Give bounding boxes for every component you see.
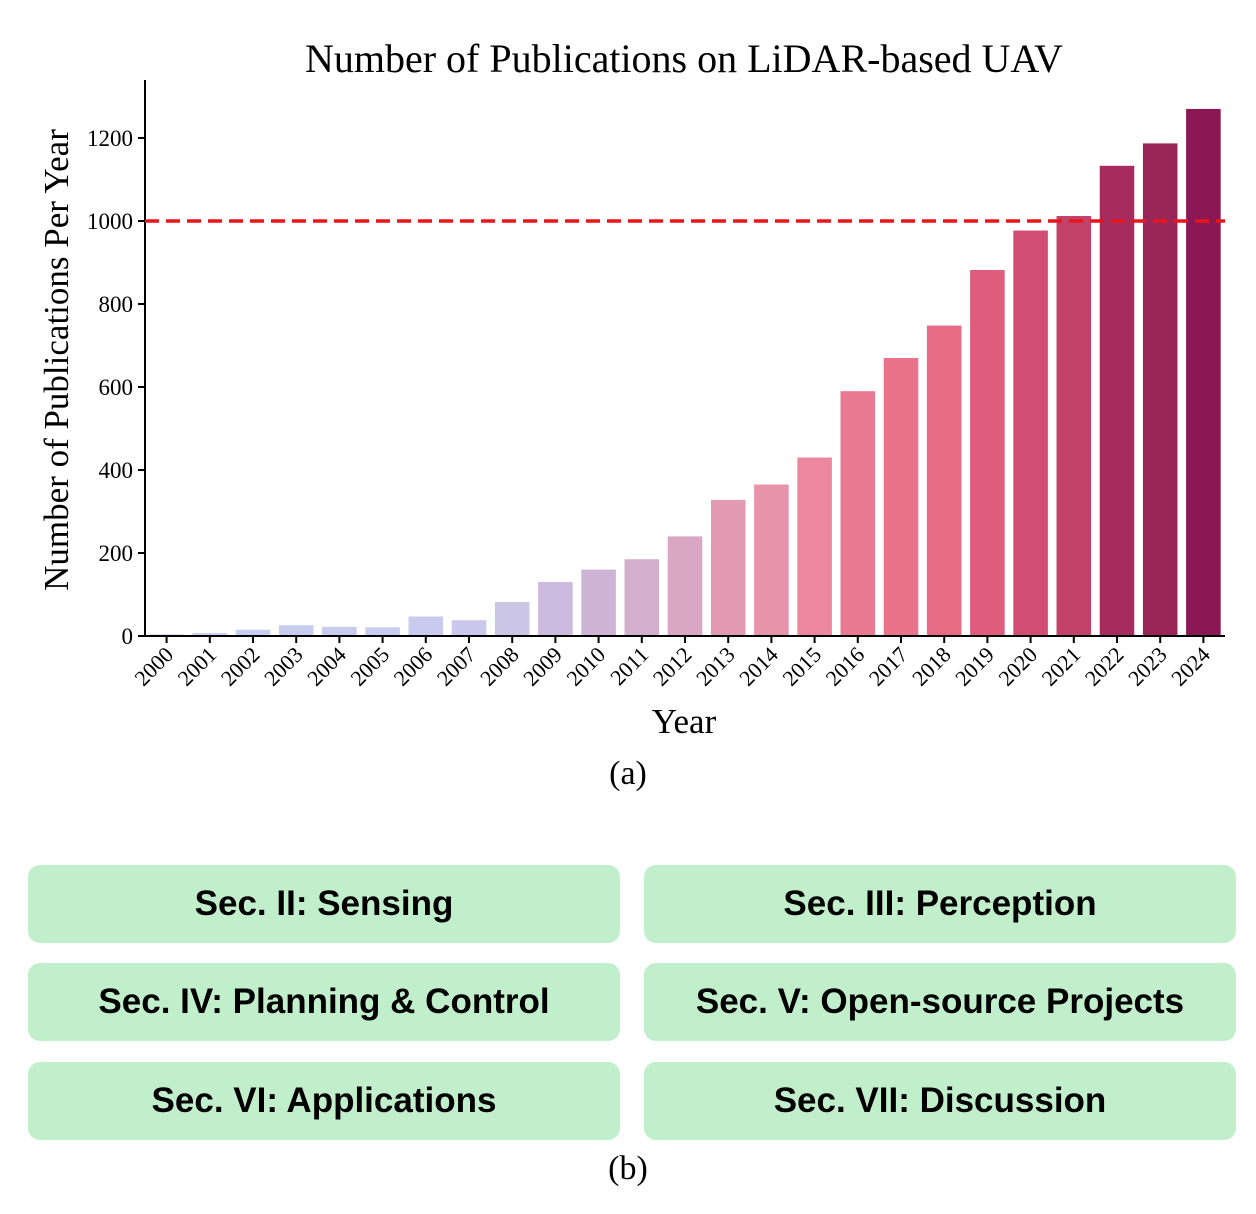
section-box-open-source-projects: Sec. V: Open-source Projects — [644, 963, 1236, 1041]
bar-2001 — [192, 633, 228, 636]
y-tick-label: 1000 — [87, 209, 133, 234]
x-tick-label: 2024 — [1166, 642, 1215, 691]
x-tick-label: 2000 — [129, 642, 178, 691]
bar-2009 — [538, 582, 573, 636]
section-box-perception: Sec. III: Perception — [644, 865, 1236, 943]
caption-b: (b) — [608, 1150, 648, 1187]
x-tick-label: 2003 — [259, 642, 308, 691]
x-tick-label: 2018 — [907, 642, 956, 691]
bar-2003 — [278, 625, 314, 636]
bar-2007 — [451, 620, 487, 636]
bar-2008 — [494, 601, 530, 636]
caption-a: (a) — [609, 755, 647, 792]
bar-2015 — [797, 457, 832, 636]
x-tick-label: 2015 — [777, 642, 826, 691]
y-ticks: 0 200 400 600 800 1000 1200 — [87, 126, 145, 649]
y-axis-label: Number of Publications Per Year — [37, 129, 76, 591]
bar-2019 — [970, 269, 1005, 636]
y-tick-label: 200 — [99, 541, 134, 566]
bar-2002 — [235, 629, 271, 636]
x-tick-label: 2006 — [389, 642, 438, 691]
bar-2016 — [840, 391, 876, 636]
x-tick-label: 2013 — [691, 642, 740, 691]
bar-2013 — [710, 499, 746, 636]
y-tick-label: 1200 — [87, 126, 133, 151]
x-tick-label: 2019 — [950, 642, 999, 691]
bar-2021 — [1056, 216, 1092, 636]
x-tick-label: 2002 — [216, 642, 265, 691]
section-box-sensing: Sec. II: Sensing — [28, 865, 620, 943]
bar-2004 — [322, 626, 357, 636]
x-tick-label: 2020 — [993, 642, 1042, 691]
bar-2017 — [883, 357, 919, 636]
x-tick-label: 2008 — [475, 642, 524, 691]
bar-2024 — [1186, 108, 1221, 636]
bar-2020 — [1013, 230, 1048, 637]
x-tick-label: 2009 — [518, 642, 567, 691]
y-tick-label: 800 — [99, 292, 134, 317]
bar-2018 — [926, 325, 962, 636]
bar-2012 — [667, 536, 703, 636]
x-tick-label: 2017 — [864, 642, 913, 691]
y-tick-label: 0 — [122, 624, 134, 649]
x-tick-label: 2011 — [605, 642, 653, 690]
x-tick-label: 2023 — [1123, 642, 1172, 691]
x-tick-label: 2007 — [432, 642, 481, 691]
y-tick-label: 400 — [99, 458, 134, 483]
section-box-applications: Sec. VI: Applications — [28, 1062, 620, 1140]
x-tick-label: 2001 — [173, 642, 222, 691]
publications-bar-chart: Number of Publications on LiDAR-based UA… — [37, 36, 1225, 741]
y-tick-label: 600 — [99, 375, 134, 400]
bar-2011 — [624, 559, 660, 636]
bars-layer — [149, 108, 1221, 637]
x-tick-label: 2010 — [561, 642, 610, 691]
bar-2010 — [581, 569, 616, 636]
bar-2006 — [408, 616, 444, 636]
x-tick-label: 2004 — [302, 642, 351, 691]
x-tick-label: 2021 — [1037, 642, 1086, 691]
bar-2022 — [1099, 165, 1135, 636]
chart-title: Number of Publications on LiDAR-based UA… — [305, 36, 1063, 81]
section-box-discussion: Sec. VII: Discussion — [644, 1062, 1236, 1140]
bar-2005 — [365, 627, 400, 636]
x-ticks: 2000200120022003200420052006200720082009… — [129, 636, 1215, 691]
section-box-planning-control: Sec. IV: Planning & Control — [28, 963, 620, 1041]
bar-2023 — [1142, 143, 1178, 636]
x-tick-label: 2012 — [648, 642, 697, 691]
x-tick-label: 2014 — [734, 642, 783, 691]
x-tick-label: 2022 — [1080, 642, 1129, 691]
x-tick-label: 2005 — [345, 642, 394, 691]
x-tick-label: 2016 — [821, 642, 870, 691]
x-axis-label: Year — [652, 702, 717, 741]
bar-2014 — [754, 484, 789, 636]
